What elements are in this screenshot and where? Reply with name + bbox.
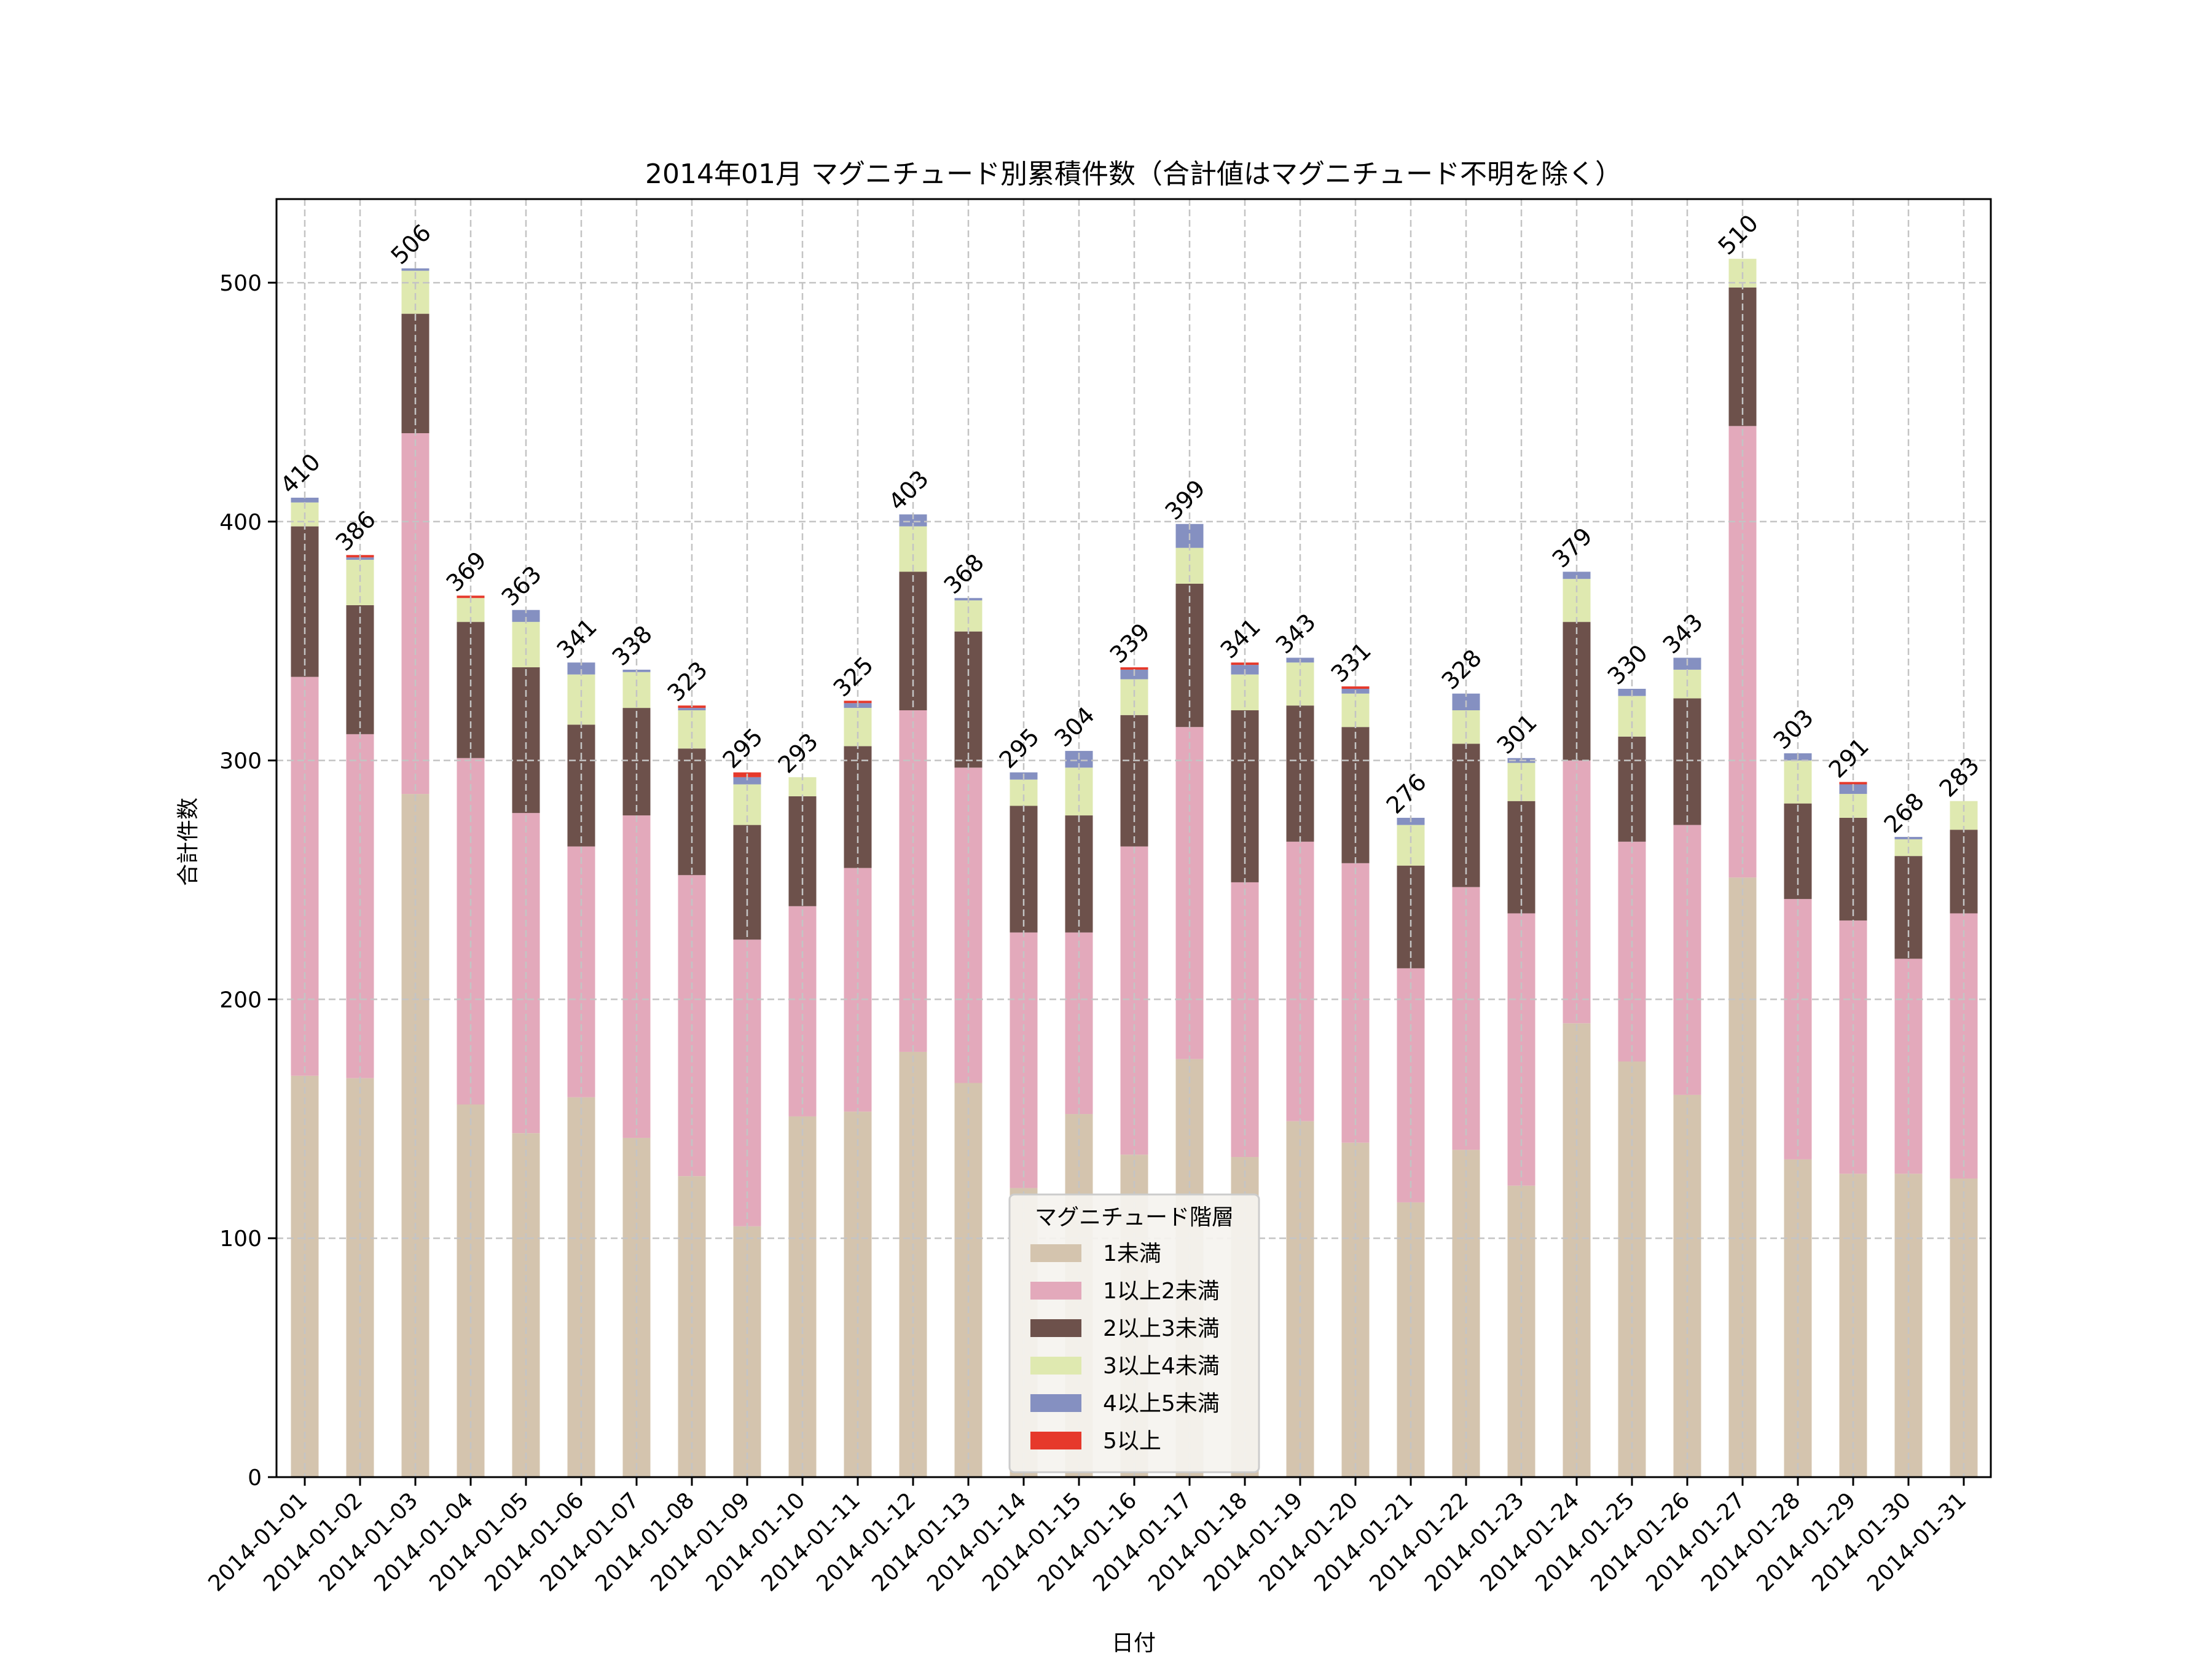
legend-items: 1未満 1以上2未満 2以上3未満 3以上4未満 4以上5未満 5以上	[1030, 1241, 1220, 1454]
bar-total-label: 343	[1658, 608, 1708, 659]
bar-total-label: 510	[1713, 210, 1763, 260]
bar-segment	[1286, 841, 1314, 1121]
bar-segment	[512, 667, 540, 814]
legend-label: 1以上2未満	[1103, 1279, 1220, 1304]
bar-total-label: 386	[331, 506, 381, 556]
bar-total-label: 303	[1768, 704, 1819, 755]
bar-segment	[1341, 686, 1370, 689]
bar-total-label: 331	[1326, 637, 1376, 688]
y-axis-label: 合計件数	[176, 798, 201, 886]
bar-segment	[788, 906, 817, 1116]
bar-total-label: 295	[718, 723, 768, 774]
bar-total-label: 368	[939, 549, 989, 599]
y-tick-label: 500	[219, 271, 262, 296]
bar-total-label: 328	[1437, 644, 1487, 694]
bar-segment	[1065, 932, 1093, 1115]
bar-segment	[512, 610, 540, 622]
bar-segment	[1894, 1174, 1923, 1477]
bar-segment	[512, 1133, 540, 1477]
legend-label: 4以上5未満	[1103, 1391, 1220, 1416]
chart-title: 2014年01月 マグニチュード別累積件数（合計値はマグニチュード不明を除く）	[645, 159, 1622, 190]
legend-label: 2以上3未満	[1103, 1316, 1220, 1341]
y-tick-label: 300	[219, 749, 262, 774]
bar-segment	[1010, 779, 1038, 806]
x-axis: 2014-01-012014-01-022014-01-032014-01-04…	[203, 1477, 1971, 1596]
bar-total-label: 403	[884, 465, 934, 516]
grid	[276, 199, 1991, 1477]
bar-total-label: 301	[1492, 708, 1542, 759]
x-axis-label: 日付	[1112, 1631, 1156, 1656]
bar-segment	[1839, 782, 1867, 785]
bar-segment	[733, 777, 761, 785]
y-tick-label: 200	[219, 987, 262, 1013]
bar-total-label: 369	[441, 546, 492, 597]
bar-total-label: 325	[828, 651, 879, 702]
bar-total-label: 283	[1934, 751, 1985, 802]
bar-segment	[291, 497, 319, 503]
bar-segment	[567, 846, 595, 1097]
bar-total-label: 293	[773, 728, 823, 778]
bar-segment	[1452, 1150, 1480, 1477]
legend-swatch	[1030, 1357, 1081, 1375]
legend-swatch	[1030, 1319, 1081, 1337]
bar-total-label: 506	[386, 219, 436, 269]
bar-total-label: 304	[1049, 702, 1100, 752]
legend-swatch	[1030, 1394, 1081, 1412]
bar-segment	[1120, 667, 1148, 670]
bar-total-label: 363	[496, 560, 547, 611]
y-axis: 0 100 200 300 400 500	[219, 271, 276, 1491]
bar-total-label: 339	[1105, 618, 1155, 669]
bar-total-label: 338	[607, 621, 657, 671]
bar-total-label: 276	[1381, 769, 1432, 819]
bar-segment	[346, 734, 374, 1078]
y-tick-label: 0	[248, 1465, 262, 1491]
bar-total-label: 323	[662, 656, 713, 707]
bar-total-label: 295	[994, 723, 1045, 774]
bar-total-label: 291	[1824, 732, 1874, 783]
bar-segment	[1673, 825, 1701, 1095]
bar-segment	[567, 662, 595, 675]
legend: マグニチュード階層 1未満 1以上2未満 2以上3未満 3以上4未満 4以上5未満 5以上	[1008, 1193, 1260, 1473]
legend-swatch	[1030, 1432, 1081, 1449]
bar-segment	[1673, 698, 1701, 825]
bar-total-label: 341	[1215, 613, 1266, 664]
bar-total-label: 330	[1602, 640, 1653, 690]
bar-segment	[401, 268, 429, 271]
legend-label: 1未満	[1103, 1241, 1161, 1266]
legend-title: マグニチュード階層	[1035, 1205, 1234, 1230]
bar-segment	[1839, 1174, 1867, 1477]
legend-swatch	[1030, 1282, 1081, 1300]
bar-segment	[401, 313, 429, 434]
bar-total-label: 399	[1160, 474, 1210, 525]
bar-total-label: 341	[552, 613, 602, 664]
bar-total-label: 410	[275, 449, 326, 499]
legend-label: 5以上	[1103, 1429, 1161, 1454]
y-tick-label: 400	[219, 510, 262, 535]
legend-label: 3以上4未満	[1103, 1354, 1220, 1379]
y-tick-label: 100	[219, 1226, 262, 1252]
bar-segment	[899, 514, 927, 527]
bar-total-label: 343	[1271, 608, 1321, 659]
bar-segment	[954, 600, 982, 632]
bar-total-label: 268	[1879, 788, 1929, 838]
bar-total-label: 379	[1547, 522, 1598, 573]
bar-segment	[678, 708, 706, 710]
legend-swatch	[1030, 1244, 1081, 1262]
